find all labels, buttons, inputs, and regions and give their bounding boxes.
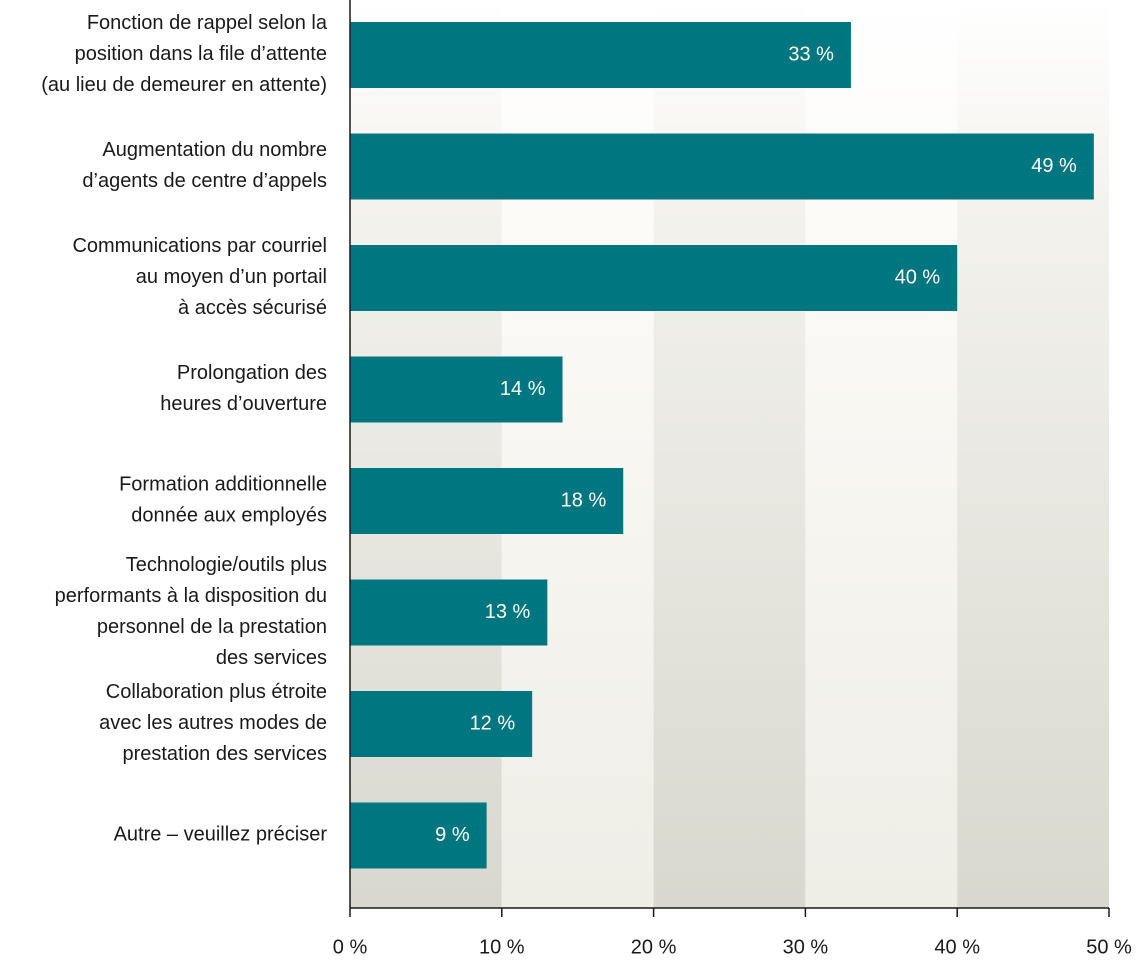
x-tick-label: 50 % (1086, 936, 1132, 958)
value-label: 49 % (1031, 155, 1077, 177)
category-label: Formation additionnelle donnée aux employ… (119, 474, 327, 527)
bar (350, 22, 851, 88)
value-label: 14 % (500, 378, 546, 400)
category-label: Prolongation des heures d’ouverture (160, 362, 327, 415)
x-tick-label: 20 % (631, 936, 677, 958)
value-label: 18 % (561, 489, 607, 511)
bar (350, 802, 487, 869)
x-tick-label: 10 % (479, 936, 525, 958)
bar (350, 691, 533, 757)
value-label: 13 % (485, 601, 531, 623)
value-label: 9 % (435, 824, 470, 846)
category-label: Technologie/outils plus performants à la … (55, 554, 327, 669)
category-label: Autre – veuillez préciser (114, 824, 328, 846)
value-label: 33 % (788, 43, 834, 65)
bar (350, 468, 624, 534)
category-label: Communications par courriel au moyen d’un… (72, 235, 327, 319)
x-tick-label: 30 % (783, 936, 829, 958)
x-tick-label: 0 % (333, 936, 368, 958)
bar (350, 245, 958, 311)
value-label: 40 % (895, 266, 941, 288)
category-label: Fonction de rappel selon la position dans… (41, 12, 328, 96)
category-label: Collaboration plus étroite avec les autre… (99, 681, 327, 765)
category-label: Augmentation du nombre d’agents de centre… (82, 139, 327, 192)
bar (350, 356, 563, 423)
bar (350, 579, 548, 646)
bar (350, 133, 1094, 200)
value-label: 12 % (470, 712, 516, 734)
x-tick-label: 40 % (934, 936, 980, 958)
